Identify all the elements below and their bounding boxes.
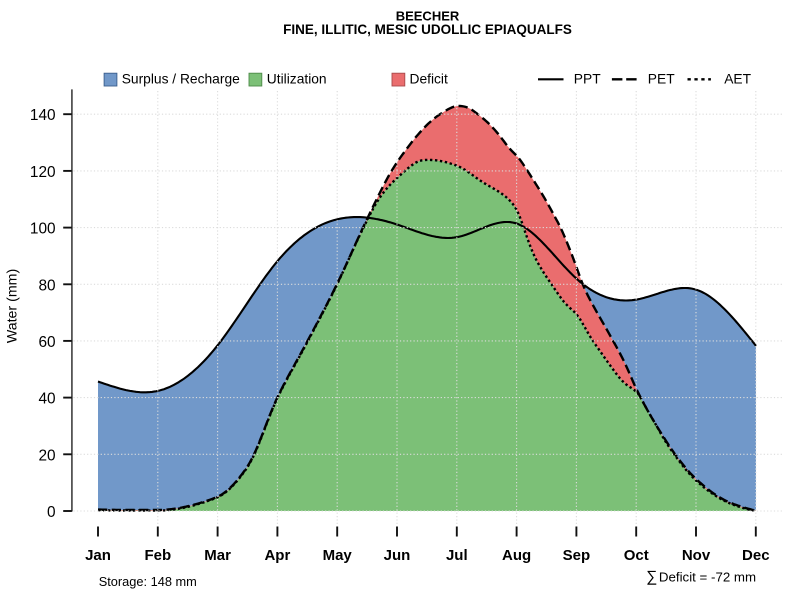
svg-text:Aug: Aug bbox=[502, 547, 531, 564]
svg-text:60: 60 bbox=[38, 334, 55, 351]
svg-text:0: 0 bbox=[47, 504, 56, 521]
svg-text:Feb: Feb bbox=[144, 547, 171, 564]
svg-text:BEECHER: BEECHER bbox=[396, 9, 460, 24]
svg-text:80: 80 bbox=[38, 277, 55, 294]
svg-text:Jan: Jan bbox=[85, 547, 111, 564]
svg-text:20: 20 bbox=[38, 447, 55, 464]
svg-text:Utilization: Utilization bbox=[267, 72, 327, 87]
svg-text:Deficit: Deficit bbox=[410, 72, 448, 87]
svg-text:40: 40 bbox=[38, 391, 55, 408]
svg-text:120: 120 bbox=[30, 164, 56, 181]
svg-text:140: 140 bbox=[30, 107, 56, 124]
svg-text:Oct: Oct bbox=[624, 547, 649, 564]
svg-text:100: 100 bbox=[30, 221, 56, 238]
svg-text:PET: PET bbox=[648, 72, 675, 87]
svg-text:Water (mm): Water (mm) bbox=[5, 269, 21, 343]
svg-text:Nov: Nov bbox=[682, 547, 711, 564]
svg-text:Apr: Apr bbox=[264, 547, 290, 564]
svg-text:Dec: Dec bbox=[742, 547, 770, 564]
svg-text:Surplus / Recharge: Surplus / Recharge bbox=[122, 72, 240, 87]
svg-text:AET: AET bbox=[724, 72, 751, 87]
svg-text:Mar: Mar bbox=[204, 547, 231, 564]
svg-text:FINE, ILLITIC, MESIC UDOLLIC E: FINE, ILLITIC, MESIC UDOLLIC EPIAQUALFS bbox=[283, 22, 572, 37]
svg-text:Jun: Jun bbox=[384, 547, 411, 564]
svg-text:Jul: Jul bbox=[446, 547, 468, 564]
svg-text:PPT: PPT bbox=[574, 72, 601, 87]
svg-text:∑ Deficit = -72 mm: ∑ Deficit = -72 mm bbox=[646, 568, 756, 585]
svg-text:May: May bbox=[323, 547, 353, 564]
svg-text:Storage: 148 mm: Storage: 148 mm bbox=[99, 574, 197, 589]
svg-text:Sep: Sep bbox=[563, 547, 591, 564]
